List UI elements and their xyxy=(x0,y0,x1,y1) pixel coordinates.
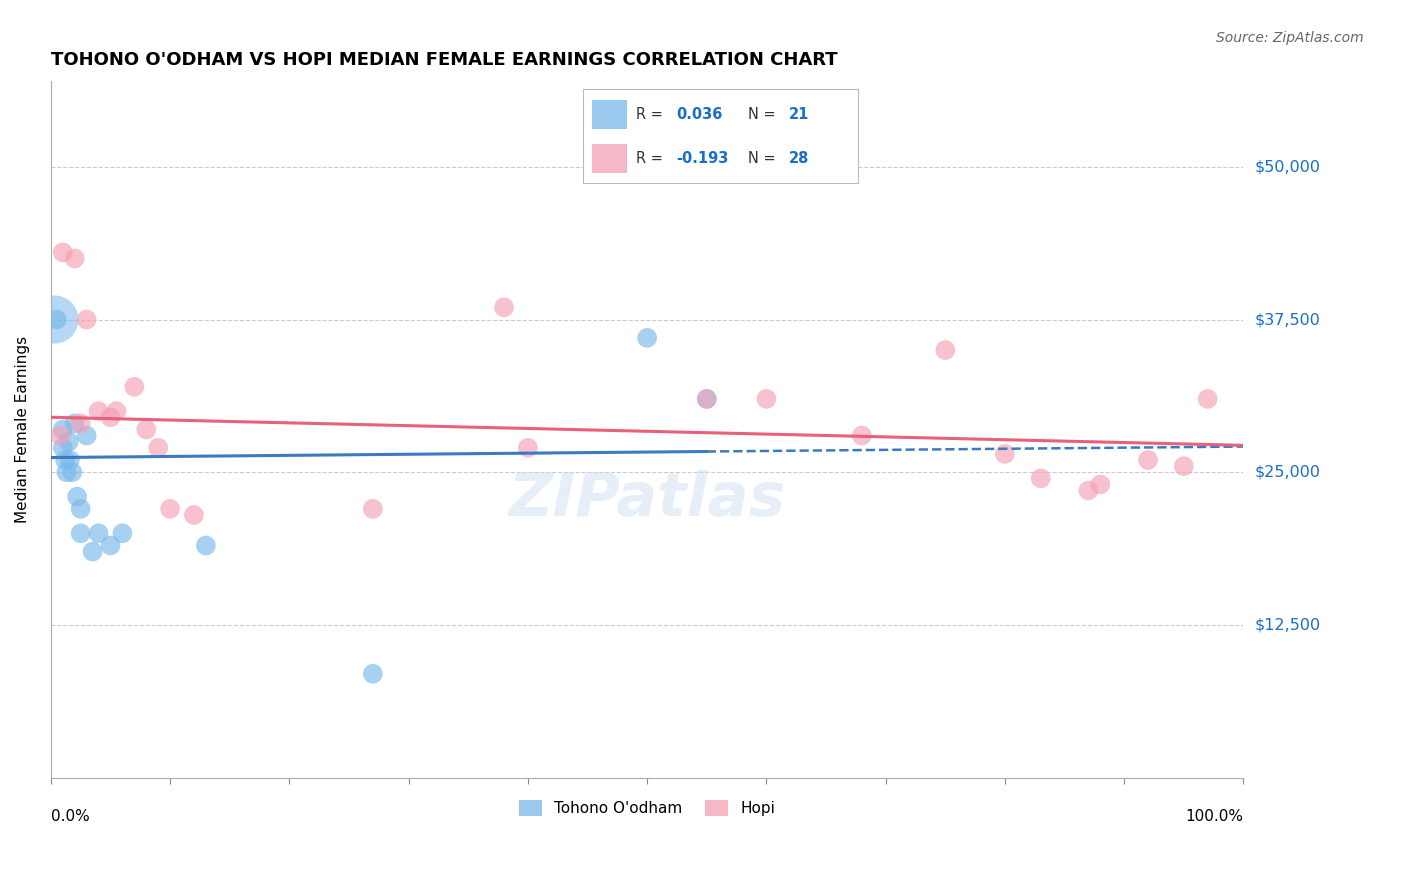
Point xyxy=(1173,459,1195,474)
Point xyxy=(69,417,91,431)
Point xyxy=(934,343,956,357)
Point xyxy=(58,434,80,449)
Point xyxy=(696,392,718,406)
Point xyxy=(59,453,82,467)
Point xyxy=(361,666,384,681)
Point xyxy=(100,410,122,425)
Point xyxy=(69,526,91,541)
Text: 100.0%: 100.0% xyxy=(1185,809,1243,824)
Point xyxy=(146,441,169,455)
Point xyxy=(636,331,658,345)
Text: R =: R = xyxy=(636,107,666,122)
Point xyxy=(45,312,67,326)
Point xyxy=(124,380,146,394)
Text: R =: R = xyxy=(636,151,666,166)
Point xyxy=(44,312,66,326)
Point xyxy=(994,447,1017,461)
Text: TOHONO O'ODHAM VS HOPI MEDIAN FEMALE EARNINGS CORRELATION CHART: TOHONO O'ODHAM VS HOPI MEDIAN FEMALE EAR… xyxy=(51,51,838,69)
Text: N =: N = xyxy=(748,107,780,122)
Point xyxy=(53,453,76,467)
Point xyxy=(52,422,75,436)
Point xyxy=(69,501,91,516)
Point xyxy=(159,501,181,516)
Text: ZIPatlas: ZIPatlas xyxy=(509,469,786,529)
Bar xyxy=(592,144,627,173)
Text: 21: 21 xyxy=(789,107,810,122)
Point xyxy=(82,544,104,558)
Point xyxy=(55,465,77,479)
Point xyxy=(49,428,72,442)
Point xyxy=(52,245,75,260)
Text: $25,000: $25,000 xyxy=(1254,465,1320,480)
Text: $37,500: $37,500 xyxy=(1254,312,1320,327)
Bar xyxy=(592,100,627,129)
Text: $50,000: $50,000 xyxy=(1254,160,1320,174)
Point xyxy=(815,166,838,180)
Point xyxy=(492,301,515,315)
Point xyxy=(516,441,538,455)
Point xyxy=(755,392,778,406)
Point xyxy=(63,417,86,431)
Text: $12,500: $12,500 xyxy=(1254,617,1320,632)
Text: Source: ZipAtlas.com: Source: ZipAtlas.com xyxy=(1216,31,1364,45)
Point xyxy=(1197,392,1219,406)
Point xyxy=(87,526,110,541)
Text: N =: N = xyxy=(748,151,780,166)
Point xyxy=(60,465,83,479)
Point xyxy=(1077,483,1099,498)
Point xyxy=(1090,477,1112,491)
Legend: Tohono O'odham, Hopi: Tohono O'odham, Hopi xyxy=(513,794,782,822)
Point xyxy=(52,441,75,455)
Point xyxy=(100,539,122,553)
Text: -0.193: -0.193 xyxy=(676,151,730,166)
Point xyxy=(135,422,157,436)
Point xyxy=(1137,453,1160,467)
Point xyxy=(111,526,134,541)
Point xyxy=(63,252,86,266)
Text: 0.0%: 0.0% xyxy=(51,809,90,824)
Point xyxy=(851,428,873,442)
Text: 0.036: 0.036 xyxy=(676,107,723,122)
Point xyxy=(194,539,217,553)
Point xyxy=(361,501,384,516)
Point xyxy=(183,508,205,522)
Text: 28: 28 xyxy=(789,151,810,166)
Point xyxy=(87,404,110,418)
Point xyxy=(1029,471,1052,485)
Point xyxy=(696,392,718,406)
Point xyxy=(66,490,89,504)
Point xyxy=(76,312,98,326)
Point xyxy=(76,428,98,442)
Point xyxy=(105,404,128,418)
Y-axis label: Median Female Earnings: Median Female Earnings xyxy=(15,336,30,523)
